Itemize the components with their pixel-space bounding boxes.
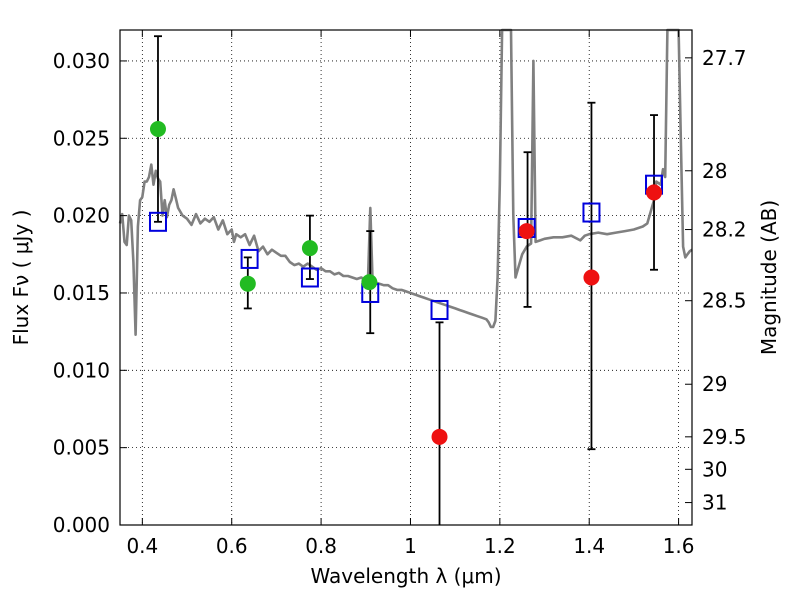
non-detection-point <box>518 223 535 240</box>
x-tick-label: 0.6 <box>216 534 248 558</box>
y-tick-label: 0.025 <box>53 126 110 150</box>
detection-point <box>239 275 256 292</box>
x-tick-label: 1 <box>404 534 417 558</box>
error-bars <box>153 35 659 525</box>
x-tick-label: 0.4 <box>126 534 158 558</box>
detection-point <box>149 121 166 137</box>
model-photometry-square <box>582 202 601 223</box>
grid <box>120 30 692 526</box>
y-tick-label: 0.005 <box>53 436 110 460</box>
model-photometry-square <box>430 299 449 320</box>
magnitude-tick-label: 27.7 <box>702 46 747 70</box>
model-photometry <box>148 174 664 320</box>
magnitude-tick-label: 31 <box>702 491 727 515</box>
magnitude-tick-label: 30 <box>702 457 727 481</box>
model-photometry-square <box>240 248 259 269</box>
model-spectrum <box>118 28 693 337</box>
magnitude-tick-label: 28.2 <box>702 218 747 242</box>
model-photometry-square <box>148 211 167 232</box>
observed-points <box>149 121 663 445</box>
x-axis-label: Wavelength λ (μm) <box>310 564 501 588</box>
magnitude-tick-label: 28 <box>702 159 727 183</box>
right-axis-label: Magnitude (AB) <box>757 200 781 355</box>
magnitude-tick-label: 29.5 <box>702 425 747 449</box>
plot-frame <box>119 29 693 526</box>
non-detection-point <box>583 269 600 286</box>
non-detection-point <box>646 184 663 201</box>
y-tick-label: 0.000 <box>53 513 110 537</box>
error-bar <box>435 321 444 525</box>
detection-point <box>301 240 318 257</box>
x-tick-label: 0.8 <box>305 534 337 558</box>
detection-point <box>361 274 378 291</box>
y-tick-label: 0.010 <box>53 358 110 382</box>
y-tick-label: 0.020 <box>53 204 110 228</box>
magnitude-tick-label: 29 <box>702 372 727 396</box>
y-tick-label: 0.015 <box>53 281 110 305</box>
x-tick-label: 1.4 <box>573 534 605 558</box>
y-axis-label: Flux Fν ( μJy ) <box>9 210 33 346</box>
axis-ticks: 0.4 0.6 0.8 1 1.2 1.4 1.6 0.000 0.005 0.010 0.015 0… <box>53 30 747 558</box>
x-tick-label: 1.6 <box>663 534 695 558</box>
x-tick-label: 1.2 <box>484 534 516 558</box>
spectrum-line <box>118 28 693 337</box>
y-tick-label: 0.030 <box>53 49 110 73</box>
magnitude-tick-label: 28.5 <box>702 289 747 313</box>
model-photometry-square <box>300 267 319 288</box>
non-detection-point <box>431 428 448 445</box>
